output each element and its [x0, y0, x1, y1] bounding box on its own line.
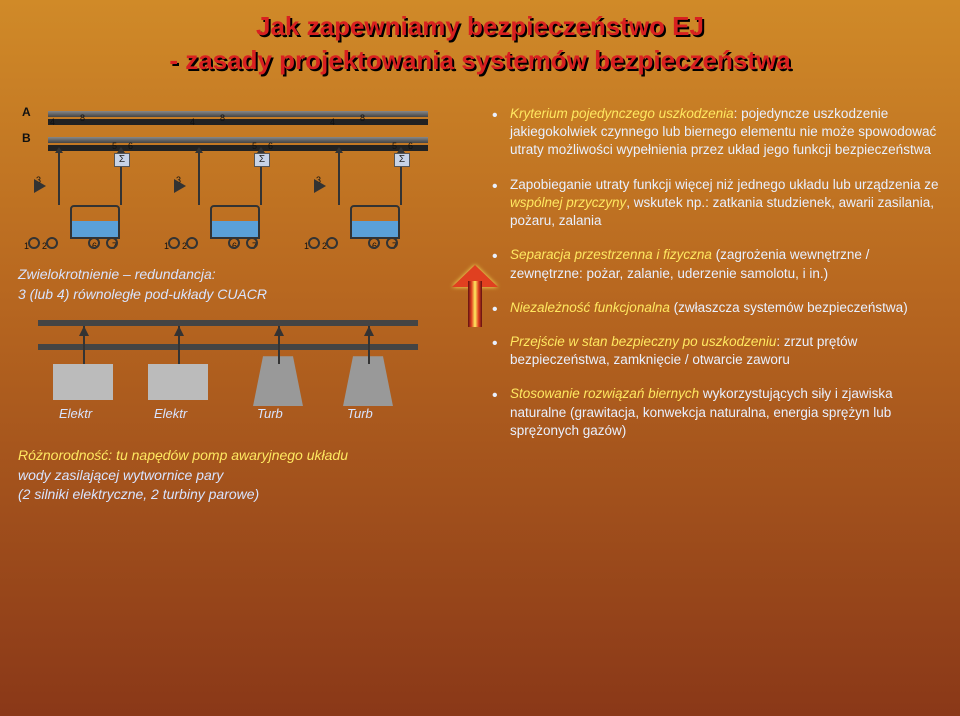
schematic-number: 6 [128, 141, 133, 151]
caption2-line-b: wody zasilającej wytwornice pary [18, 467, 223, 483]
valve-icon [34, 179, 46, 193]
redundancy-schematic: A B 485631267Σ485631267Σ485631267Σ [18, 105, 448, 255]
schematic-number: 6 [408, 141, 413, 151]
valve-icon [174, 179, 186, 193]
coolant-tank [70, 205, 120, 239]
bullet-text: (zwłaszcza systemów bezpieczeństwa) [670, 300, 908, 315]
coolant-tank [350, 205, 400, 239]
pump-icon [246, 237, 258, 249]
principle-bullet: Zapobieganie utraty funkcji więcej niż j… [492, 176, 942, 231]
principle-bullet: Stosowanie rozwiązań biernych wykorzystu… [492, 385, 942, 440]
pump-icon [228, 237, 240, 249]
redundancy-caption: Zwielokrotnienie – redundancja: 3 (lub 4… [18, 265, 458, 304]
electric-motor [148, 364, 208, 400]
principle-bullet: Separacja przestrzenna i fizyczna (zagro… [492, 246, 942, 282]
right-column: Kryterium pojedynczego uszkodzenia: poje… [492, 105, 942, 456]
bullet-text: Zapobieganie utraty funkcji więcej niż j… [510, 177, 939, 192]
pump-icon [186, 237, 198, 249]
header-bar-b2 [48, 145, 428, 151]
schematic-number: 4 [330, 117, 335, 127]
caption1-line-a: Zwielokrotnienie – redundancja: [18, 266, 216, 282]
left-column: A B 485631267Σ485631267Σ485631267Σ Zwiel… [18, 105, 458, 517]
flow-arrow-icon [174, 326, 184, 336]
diversity-caption: Różnorodność: tu napędów pomp awaryjnego… [18, 446, 458, 505]
diversity-schematic: Elektr Elektr Turb Turb [18, 316, 448, 436]
key-term: Niezależność funkcjonalna [510, 300, 670, 315]
caption1-line-b: 3 (lub 4) równoległe pod-układy CUACR [18, 286, 267, 302]
schematic-number: 4 [50, 117, 55, 127]
pump-icon [88, 237, 100, 249]
pump-icon [46, 237, 58, 249]
unit-label: Turb [257, 406, 283, 421]
sigma-box: Σ [114, 153, 130, 167]
flow-arrow-icon [274, 326, 284, 336]
title-line-1: Jak zapewniamy bezpieczeństwo EJ [0, 10, 960, 44]
principle-bullet: Niezależność funkcjonalna (zwłaszcza sys… [492, 299, 942, 317]
schematic-number: 8 [80, 113, 85, 123]
key-term: wspólnej przyczyny [510, 195, 626, 210]
valve-icon [314, 179, 326, 193]
coolant-tank [210, 205, 260, 239]
pump-icon [106, 237, 118, 249]
schematic-number: 8 [220, 113, 225, 123]
flow-arrow-icon [79, 326, 89, 336]
sigma-box: Σ [254, 153, 270, 167]
electric-motor [53, 364, 113, 400]
slide-title: Jak zapewniamy bezpieczeństwo EJ - zasad… [0, 0, 960, 78]
unit-label: Elektr [154, 406, 187, 421]
schematic-number: 5 [252, 141, 257, 151]
schematic-number: 5 [112, 141, 117, 151]
key-term: Separacja przestrzenna i fizyczna [510, 247, 712, 262]
sigma-box: Σ [394, 153, 410, 167]
pump-icon [28, 237, 40, 249]
title-line-2: - zasady projektowania systemów bezpiecz… [0, 44, 960, 78]
pump-icon [326, 237, 338, 249]
pump-icon [308, 237, 320, 249]
diversity-top-bar [38, 320, 418, 326]
schematic-number: 8 [360, 113, 365, 123]
pump-icon [386, 237, 398, 249]
key-term: Kryterium pojedynczego uszkodzenia [510, 106, 734, 121]
principle-bullet: Kryterium pojedynczego uszkodzenia: poje… [492, 105, 942, 160]
unit-label: Elektr [59, 406, 92, 421]
flow-arrow-icon [364, 326, 374, 336]
row-label-b: B [22, 131, 31, 145]
key-term: Stosowanie rozwiązań biernych [510, 386, 699, 401]
diversity-mid-bar [38, 344, 418, 350]
schematic-number: 5 [392, 141, 397, 151]
header-bar-a [48, 111, 428, 117]
principle-bullet: Przejście w stan bezpieczny po uszkodzen… [492, 333, 942, 369]
caption2-line-a: Różnorodność: tu napędów pomp awaryjnego… [18, 447, 348, 463]
schematic-number: 4 [190, 117, 195, 127]
unit-label: Turb [347, 406, 373, 421]
key-term: Przejście w stan bezpieczny po uszkodzen… [510, 334, 776, 349]
row-label-a: A [22, 105, 31, 119]
header-bar-a2 [48, 119, 428, 125]
pump-icon [368, 237, 380, 249]
pump-icon [168, 237, 180, 249]
caption2-line-c: (2 silniki elektryczne, 2 turbiny parowe… [18, 486, 259, 502]
header-bar-b [48, 137, 428, 143]
schematic-number: 6 [268, 141, 273, 151]
